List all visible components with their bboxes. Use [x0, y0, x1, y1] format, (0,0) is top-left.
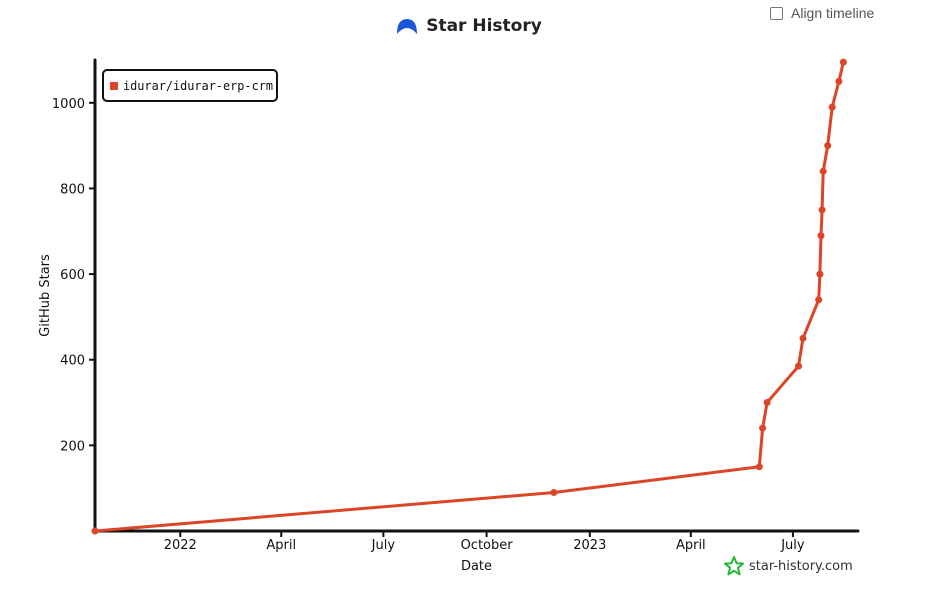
align-timeline-toggle[interactable]: Align timeline: [770, 5, 874, 21]
star-outline-icon: [724, 556, 744, 576]
legend-swatch: [110, 82, 118, 90]
legend: idurar/idurar-erp-crm: [102, 69, 278, 102]
x-tick-label: July: [780, 538, 805, 553]
data-point: [755, 463, 763, 471]
x-axis-label: Date: [461, 559, 492, 574]
series-group: [91, 58, 847, 535]
data-point: [816, 270, 824, 278]
x-tick-label: 2022: [164, 538, 197, 553]
x-tick-label: April: [266, 538, 296, 553]
data-point: [818, 206, 826, 214]
data-point: [759, 424, 767, 432]
data-point: [799, 334, 807, 342]
y-axis-label: GitHub Stars: [38, 254, 53, 337]
x-tick-label: July: [371, 538, 396, 553]
data-point: [819, 167, 827, 175]
data-point: [795, 362, 802, 370]
star-history-watermark[interactable]: star-history.com: [724, 556, 853, 576]
chart-title: Star History: [0, 16, 938, 36]
x-tick-group: 2022 April July October 2023 April July: [164, 531, 805, 553]
x-tick-label: April: [676, 538, 706, 553]
star-history-logo-icon: [397, 19, 418, 34]
y-tick-label: 1000: [52, 97, 85, 112]
data-point: [839, 58, 847, 66]
data-point: [824, 142, 832, 150]
data-point: [817, 232, 825, 240]
data-point: [828, 103, 836, 111]
align-timeline-checkbox[interactable]: [770, 6, 783, 20]
data-point: [763, 399, 771, 406]
data-point: [91, 527, 99, 535]
y-tick-label: 600: [60, 268, 85, 283]
data-point: [835, 77, 843, 85]
x-tick-label: October: [461, 538, 514, 553]
data-point: [550, 489, 558, 496]
y-tick-group: 200 400 600 800 1000: [52, 97, 95, 454]
x-tick-label: 2023: [573, 538, 606, 553]
legend-entry-label: idurar/idurar-erp-crm: [123, 79, 273, 93]
y-tick-label: 200: [60, 439, 85, 454]
y-tick-label: 400: [60, 354, 85, 369]
data-point: [815, 296, 823, 304]
chart-title-text: Star History: [426, 16, 542, 36]
align-timeline-label: Align timeline: [791, 5, 875, 21]
series-line: [93, 60, 845, 533]
watermark-text: star-history.com: [749, 558, 853, 574]
legend-box: [102, 69, 278, 102]
y-tick-label: 800: [60, 182, 85, 197]
